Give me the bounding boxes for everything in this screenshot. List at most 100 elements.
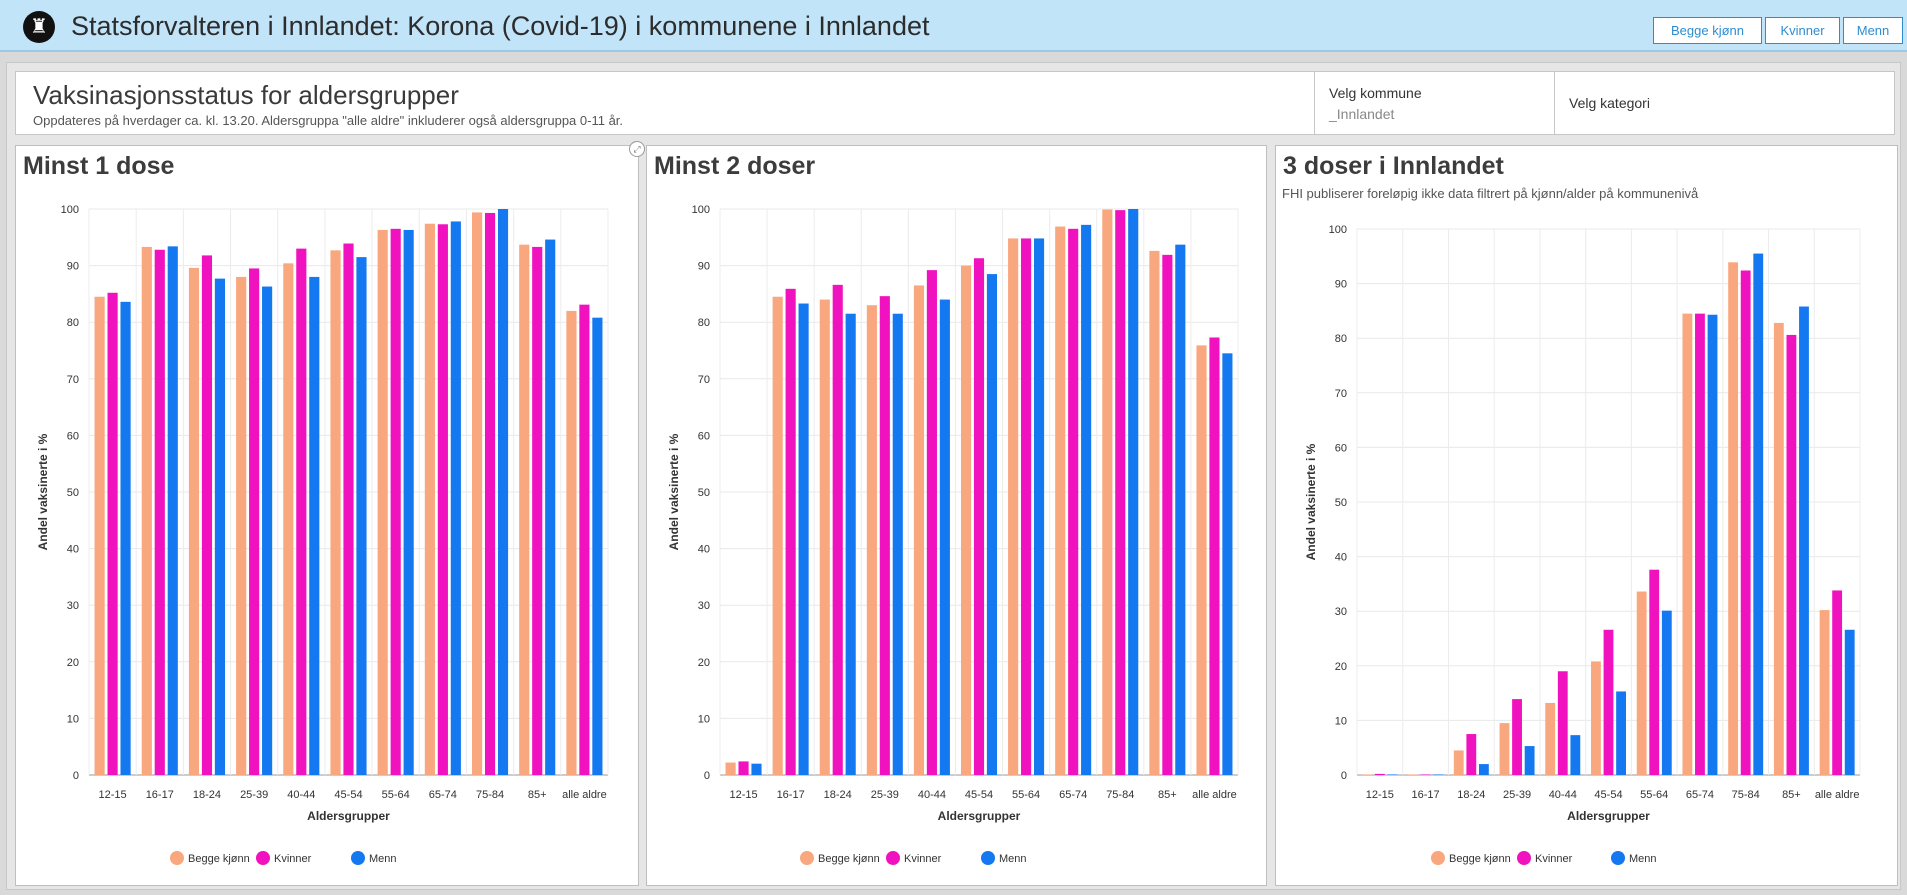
top-bar: ♜ Statsforvalteren i Innlandet: Korona (… [0, 0, 1907, 52]
bar-25-39-Kvinner [879, 296, 890, 775]
lion-crest-icon: ♜ [23, 11, 55, 43]
x-tick-label: 12-15 [1366, 789, 1394, 801]
bar-65-74-Begge kjønn [1682, 313, 1693, 775]
legend-marker [170, 851, 184, 865]
expand-icon[interactable]: ⤢ [629, 141, 645, 157]
bar-85+-Begge kjønn [519, 244, 530, 776]
x-tick-label: 16-17 [1412, 789, 1440, 801]
y-tick-label: 50 [698, 487, 710, 499]
legend-marker [981, 851, 995, 865]
bar-65-74-Kvinner [437, 224, 448, 776]
bar-25-39-Menn [262, 286, 273, 775]
legend-marker [351, 851, 365, 865]
x-tick-label: 45-54 [965, 789, 993, 801]
bar-75-84-Begge kjønn [1102, 209, 1113, 776]
bar-65-74-Menn [1707, 314, 1718, 775]
bar-25-39-Begge kjønn [1499, 723, 1510, 775]
legend-marker [886, 851, 900, 865]
x-tick-label: 40-44 [287, 789, 315, 801]
bar-85+-Kvinner [532, 246, 543, 775]
bar-12-15-Begge kjønn [725, 762, 736, 775]
chart-title: Minst 1 dose [23, 152, 175, 180]
y-tick-label: 60 [67, 430, 79, 442]
bar-12-15-Kvinner [738, 761, 749, 775]
bar-65-74-Begge kjønn [424, 223, 435, 775]
y-tick-label: 10 [67, 713, 79, 725]
bar-25-39-Kvinner [249, 268, 260, 775]
y-tick-label: 20 [67, 657, 79, 669]
bar-alle aldre-Kvinner [1209, 337, 1220, 775]
x-tick-label: 18-24 [824, 789, 852, 801]
bar-18-24-Kvinner [201, 255, 213, 776]
bar-16-17-Begge kjønn [1408, 774, 1418, 775]
x-tick-label: alle aldre [1192, 789, 1237, 801]
bar-75-84-Kvinner [1115, 210, 1126, 776]
y-tick-label: 100 [1329, 224, 1347, 236]
y-tick-label: 0 [704, 770, 710, 782]
bar-85+-Menn [545, 239, 556, 776]
y-tick-label: 0 [1341, 770, 1347, 782]
bar-12-15-Menn [751, 763, 762, 775]
bar-16-17-Kvinner [785, 288, 796, 775]
x-tick-label: alle aldre [562, 789, 607, 801]
y-tick-label: 20 [698, 657, 710, 669]
x-tick-label: 55-64 [382, 789, 410, 801]
bar-18-24-Begge kjønn [819, 299, 830, 775]
bar-55-64-Menn [1661, 610, 1672, 775]
bar-40-44-Kvinner [926, 270, 937, 775]
bar-55-64-Kvinner [1021, 238, 1032, 775]
legend-label: Begge kjønn [1449, 853, 1511, 865]
y-tick-label: 30 [67, 600, 79, 612]
y-tick-label: 80 [67, 317, 79, 329]
chart-title: 3 doser i Innlandet [1283, 152, 1504, 180]
y-tick-label: 50 [1335, 497, 1347, 509]
bar-55-64-Begge kjønn [377, 229, 388, 775]
bar-16-17-Menn [1433, 774, 1444, 775]
kategori-label: Velg kategori [1569, 95, 1650, 111]
y-axis-label: Andel vaksinerte i % [667, 433, 681, 550]
x-tick-label: 75-84 [1106, 789, 1134, 801]
bar-18-24-Kvinner [832, 284, 843, 775]
x-tick-label: 65-74 [1059, 789, 1087, 801]
x-tick-label: 45-54 [1594, 789, 1622, 801]
bar-45-54-Menn [1616, 691, 1626, 775]
bar-40-44-Menn [939, 299, 950, 775]
bar-alle aldre-Kvinner [1832, 590, 1843, 775]
bar-75-84-Kvinner [1740, 270, 1751, 775]
bar-16-17-Menn [167, 246, 178, 775]
bar-55-64-Begge kjønn [1636, 591, 1647, 775]
bar-25-39-Begge kjønn [236, 276, 247, 775]
kvinner-button[interactable]: Kvinner [1765, 17, 1840, 44]
menn-button[interactable]: Menn [1843, 17, 1903, 44]
begge-kjonn-button[interactable]: Begge kjønn [1653, 17, 1762, 44]
x-tick-label: 18-24 [193, 789, 221, 801]
x-tick-label: 65-74 [1686, 789, 1714, 801]
bar-45-54-Kvinner [343, 243, 354, 775]
legend-label: Begge kjønn [188, 853, 250, 865]
x-tick-label: 25-39 [240, 789, 268, 801]
kommune-select[interactable]: _Innlandet [1329, 106, 1395, 122]
page-subtitle: Oppdateres på hverdager ca. kl. 13.20. A… [33, 113, 624, 128]
bar-65-74-Kvinner [1068, 228, 1079, 775]
bar-12-15-Begge kjønn [94, 296, 105, 775]
y-tick-label: 100 [692, 204, 710, 216]
x-tick-label: 55-64 [1640, 789, 1668, 801]
bar-12-15-Menn [120, 301, 131, 775]
bar-18-24-Begge kjønn [188, 267, 200, 775]
bar-45-54-Begge kjønn [960, 265, 972, 775]
bar-chart-3-doser: 0 10 20 30 40 50 60 70 80 90 100 12-15 16-17 18-24 25-… [1304, 224, 1861, 865]
bar-25-39-Begge kjønn [866, 305, 877, 775]
bar-65-74-Menn [1081, 224, 1092, 775]
bar-45-54-Begge kjønn [1591, 661, 1601, 775]
bar-18-24-Kvinner [1466, 734, 1477, 775]
legend-marker [1611, 851, 1625, 865]
bar-85+-Menn [1175, 244, 1186, 776]
x-tick-label: 12-15 [729, 789, 757, 801]
x-tick-label: 12-15 [99, 789, 127, 801]
bar-alle aldre-Begge kjønn [1196, 345, 1207, 775]
bar-55-64-Begge kjønn [1008, 238, 1019, 775]
bar-75-84-Begge kjønn [1728, 262, 1739, 775]
y-axis-label: Andel vaksinerte i % [1304, 443, 1318, 560]
bar-40-44-Begge kjønn [913, 285, 925, 775]
bar-55-64-Kvinner [390, 228, 401, 775]
